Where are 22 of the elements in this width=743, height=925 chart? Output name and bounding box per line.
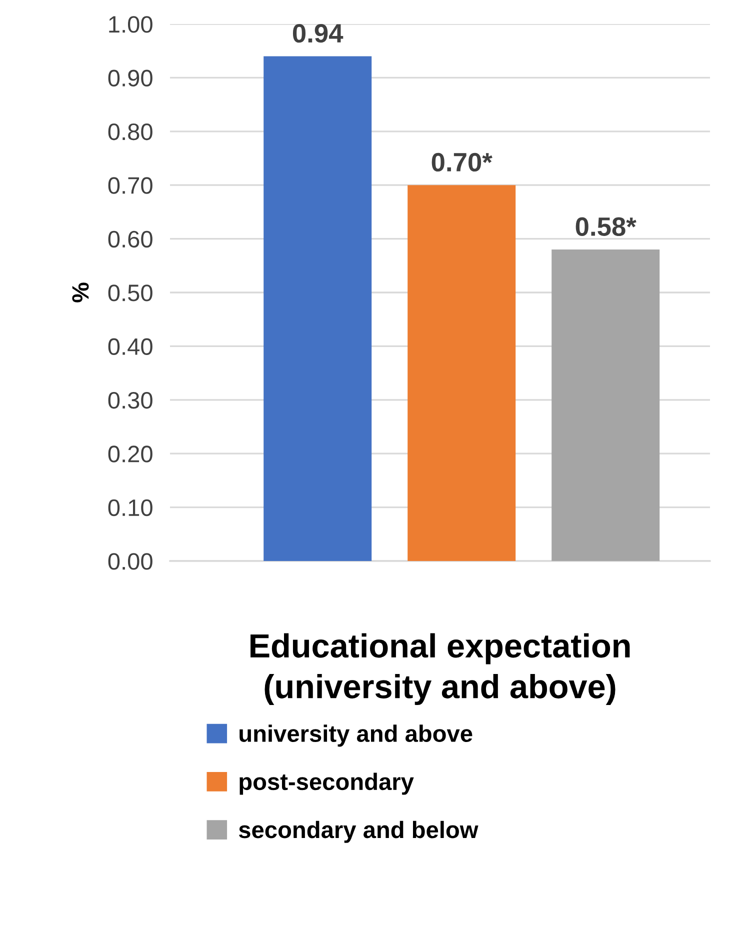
y-tick-label: 0.80 [108, 123, 152, 140]
y-tick-label: 1.00 [109, 16, 152, 33]
y-tick-label: 0.60 [108, 230, 152, 248]
bar [408, 185, 516, 561]
y-axis-title: % [72, 282, 89, 302]
y-tick-label: 0.00 [108, 553, 152, 570]
legend-label: post-secondary [240, 772, 414, 795]
y-tick-label: 0.10 [108, 499, 152, 516]
data-label: 0.94 [292, 24, 344, 43]
bar [264, 56, 372, 561]
legend-label: university and above [240, 724, 472, 747]
data-label: 0.70* [432, 152, 492, 172]
x-axis-title: Educational expectation (university and above) [250, 633, 630, 706]
y-tick-label: 0.90 [108, 70, 152, 86]
data-label: 0.58* [576, 217, 636, 236]
y-tick-label: 0.70 [108, 177, 152, 194]
y-tick-label: 0.30 [108, 392, 152, 409]
y-tick-label: 0.40 [108, 338, 152, 355]
y-tick-label: 0.20 [108, 446, 152, 462]
legend-label: secondary and below [238, 820, 478, 843]
bar [552, 250, 660, 561]
y-tick-label: 0.50 [108, 284, 152, 302]
